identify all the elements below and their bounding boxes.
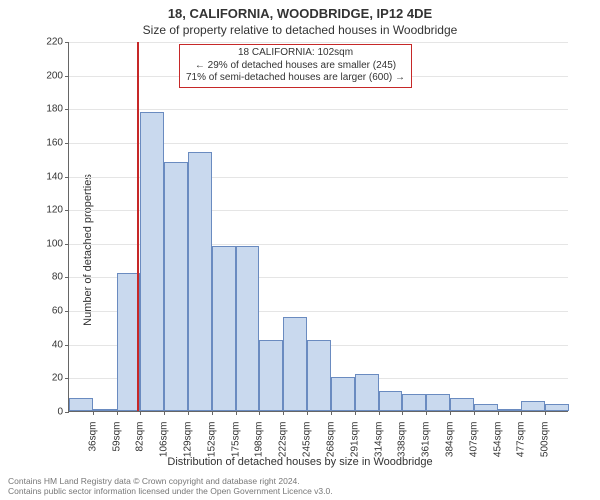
ytick-mark xyxy=(65,345,69,346)
chart-container: 18, CALIFORNIA, WOODBRIDGE, IP12 4DE Siz… xyxy=(0,0,600,500)
histogram-bar xyxy=(283,317,307,411)
ytick-label: 20 xyxy=(35,373,63,384)
annotation-box: 18 CALIFORNIA: 102sqm← 29% of detached h… xyxy=(179,44,412,88)
xtick-mark xyxy=(498,411,499,415)
xtick-mark xyxy=(426,411,427,415)
xtick-mark xyxy=(355,411,356,415)
ytick-mark xyxy=(65,42,69,43)
reference-line xyxy=(137,42,139,411)
ytick-mark xyxy=(65,143,69,144)
histogram-bar xyxy=(521,401,545,411)
annotation-line3: 71% of semi-detached houses are larger (… xyxy=(186,72,405,85)
page-title: 18, CALIFORNIA, WOODBRIDGE, IP12 4DE xyxy=(0,0,600,21)
xtick-mark xyxy=(474,411,475,415)
ytick-mark xyxy=(65,277,69,278)
ytick-mark xyxy=(65,378,69,379)
annotation-line1: 18 CALIFORNIA: 102sqm xyxy=(186,47,405,60)
ytick-mark xyxy=(65,210,69,211)
histogram-bar xyxy=(426,394,450,411)
ytick-label: 120 xyxy=(35,205,63,216)
xtick-mark xyxy=(259,411,260,415)
histogram-bar xyxy=(402,394,426,411)
ytick-mark xyxy=(65,244,69,245)
xtick-mark xyxy=(521,411,522,415)
histogram-bar xyxy=(164,162,188,411)
plot-region: 02040608010012014016018020022036sqm59sqm… xyxy=(68,42,568,412)
histogram-bar xyxy=(188,152,212,411)
histogram-bar xyxy=(307,340,331,411)
xtick-mark xyxy=(236,411,237,415)
ytick-label: 100 xyxy=(35,238,63,249)
xtick-mark xyxy=(450,411,451,415)
chart-area: 02040608010012014016018020022036sqm59sqm… xyxy=(68,42,568,412)
annotation-line2: ← 29% of detached houses are smaller (24… xyxy=(186,60,405,73)
histogram-bar xyxy=(259,340,283,411)
ytick-mark xyxy=(65,109,69,110)
xtick-mark xyxy=(545,411,546,415)
footer-line-2: Contains public sector information licen… xyxy=(8,486,333,496)
x-axis-label: Distribution of detached houses by size … xyxy=(0,456,600,468)
histogram-bar xyxy=(379,391,403,411)
ytick-mark xyxy=(65,311,69,312)
ytick-mark xyxy=(65,412,69,413)
xtick-mark xyxy=(140,411,141,415)
histogram-bar xyxy=(355,374,379,411)
gridline xyxy=(69,42,568,43)
ytick-label: 60 xyxy=(35,306,63,317)
xtick-mark xyxy=(283,411,284,415)
ytick-label: 140 xyxy=(35,171,63,182)
xtick-mark xyxy=(188,411,189,415)
ytick-mark xyxy=(65,177,69,178)
ytick-label: 80 xyxy=(35,272,63,283)
histogram-bar xyxy=(69,398,93,411)
xtick-mark xyxy=(402,411,403,415)
footer-line-1: Contains HM Land Registry data © Crown c… xyxy=(8,476,333,486)
xtick-mark xyxy=(379,411,380,415)
ytick-label: 160 xyxy=(35,137,63,148)
xtick-mark xyxy=(164,411,165,415)
histogram-bar xyxy=(474,404,498,411)
histogram-bar xyxy=(545,404,569,411)
ytick-label: 40 xyxy=(35,339,63,350)
xtick-mark xyxy=(331,411,332,415)
histogram-bar xyxy=(331,377,355,411)
histogram-bar xyxy=(140,112,164,411)
ytick-label: 220 xyxy=(35,37,63,48)
histogram-bar xyxy=(450,398,474,411)
xtick-mark xyxy=(307,411,308,415)
histogram-bar xyxy=(212,246,236,411)
ytick-label: 0 xyxy=(35,407,63,418)
ytick-mark xyxy=(65,76,69,77)
ytick-label: 200 xyxy=(35,70,63,81)
xtick-mark xyxy=(117,411,118,415)
histogram-bar xyxy=(498,409,522,411)
histogram-bar xyxy=(236,246,260,411)
xtick-mark xyxy=(212,411,213,415)
page-subtitle: Size of property relative to detached ho… xyxy=(0,21,600,37)
ytick-label: 180 xyxy=(35,104,63,115)
xtick-mark xyxy=(93,411,94,415)
gridline xyxy=(69,109,568,110)
attribution-footer: Contains HM Land Registry data © Crown c… xyxy=(8,476,333,496)
histogram-bar xyxy=(93,409,117,411)
